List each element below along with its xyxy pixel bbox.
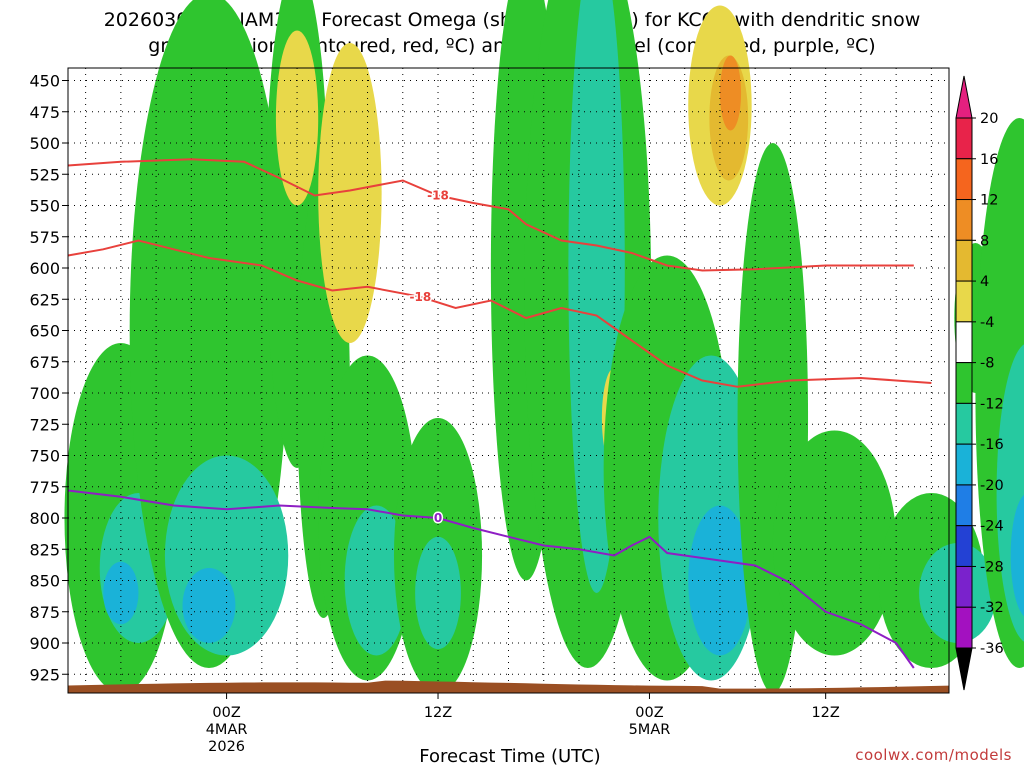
grid-lines [68, 68, 949, 693]
omega-region-5 [182, 568, 236, 643]
colorbar-segment-3 [955, 239, 973, 282]
contour-line-0 [67, 489, 915, 669]
y-tick-label-600: 600 [29, 259, 60, 278]
colorbar-label-12: -32 [980, 600, 1004, 616]
colorbar-label-5: -4 [980, 315, 994, 331]
colorbar-under-triangle [955, 647, 973, 691]
omega-region-27 [772, 430, 897, 656]
y-tick-label-700: 700 [29, 384, 60, 403]
x-tick-label-30: 00Z [635, 705, 663, 721]
x-tick-year-6: 2026 [208, 739, 245, 755]
y-tick-label-650: 650 [29, 322, 60, 341]
colorbar-label-1: 16 [980, 152, 998, 168]
x-tick-date-30: 5MAR [629, 722, 671, 738]
contour-label-0: 0 [434, 511, 442, 525]
y-tick-label-925: 925 [29, 665, 60, 684]
y-tick-label-625: 625 [29, 290, 60, 309]
omega-region-11 [344, 505, 409, 656]
y-tick-label-825: 825 [29, 540, 60, 559]
omega-shading [64, 0, 1024, 693]
y-tick-label-450: 450 [29, 72, 60, 91]
colorbar-label-13: -36 [980, 641, 1004, 657]
contour-line--18 [67, 158, 914, 272]
plot-border [67, 67, 950, 694]
plot-frame [67, 67, 950, 694]
terrain-band [68, 680, 949, 693]
contour-label--18b: -18 [410, 290, 432, 304]
colorbar-label-8: -16 [980, 437, 1004, 453]
colorbar-segment-12 [955, 606, 973, 649]
credit-text: coolwx.com/models [855, 746, 1012, 764]
colorbar-label-7: -12 [980, 396, 1004, 412]
y-tick-label-800: 800 [29, 509, 60, 528]
x-axis-title: Forecast Time (UTC) [419, 746, 600, 767]
y-tick-label-900: 900 [29, 634, 60, 653]
y-tick-label-775: 775 [29, 478, 60, 497]
contour-line--18b [67, 239, 932, 388]
x-tick-label-6: 00Z [212, 705, 240, 721]
colorbar-segment-5 [955, 321, 973, 364]
colorbar-segment-0 [955, 117, 973, 160]
colorbar-segment-11 [955, 565, 973, 608]
y-tick-label-550: 550 [29, 197, 60, 216]
colorbar-segment-4 [955, 280, 973, 323]
colorbar-segment-2 [955, 199, 973, 241]
y-tick-label-575: 575 [29, 228, 60, 247]
pressure-axis: 450 475 500 525 550 575 600 625 650 675 700 725 750 7… [29, 72, 68, 684]
colorbar-label-10: -24 [980, 519, 1004, 535]
colorbar-label-2: 12 [980, 193, 998, 209]
omega-colorbar: 20 16 12 8 4 -4 -8 -12 -16 -20 -24 -28 -32 -36 [955, 75, 1004, 691]
colorbar-label-4: 4 [980, 274, 989, 290]
colorbar-label-3: 8 [980, 233, 989, 249]
colorbar-label-9: -20 [980, 478, 1004, 494]
omega-region-33 [1010, 494, 1024, 617]
omega-region-7 [275, 30, 319, 206]
omega-region-2 [103, 561, 139, 625]
y-tick-label-750: 750 [29, 447, 60, 466]
x-tick-label-18: 12Z [424, 705, 452, 721]
colorbar-segment-7 [955, 402, 973, 445]
omega-region-13 [415, 536, 461, 650]
omega-region-9 [318, 43, 382, 343]
colorbar-segment-9 [955, 484, 973, 527]
y-tick-label-500: 500 [29, 134, 60, 153]
colorbar-segment-1 [955, 158, 973, 201]
omega-region-22 [688, 505, 752, 656]
contour-label--18: -18 [427, 189, 449, 203]
colorbar-segment-8 [955, 443, 973, 486]
temperature-contours: -18 -18 0 [67, 158, 932, 669]
colorbar-label-6: -8 [980, 356, 994, 372]
x-tick-label-40: 12Z [811, 705, 839, 721]
colorbar-label-11: -28 [980, 559, 1004, 575]
colorbar-over-triangle [955, 75, 973, 119]
y-tick-label-475: 475 [29, 103, 60, 122]
x-tick-date-6: 4MAR [206, 722, 248, 738]
y-tick-label-875: 875 [29, 603, 60, 622]
colorbar-label-0: 20 [980, 111, 998, 127]
y-tick-label-725: 725 [29, 415, 60, 434]
terrain-surface [68, 680, 949, 693]
omega-region-25 [719, 55, 742, 131]
colorbar-segment-6 [955, 362, 973, 404]
colorbar-segment-10 [955, 525, 973, 567]
y-tick-label-675: 675 [29, 353, 60, 372]
y-tick-label-525: 525 [29, 165, 60, 184]
y-tick-label-850: 850 [29, 572, 60, 591]
